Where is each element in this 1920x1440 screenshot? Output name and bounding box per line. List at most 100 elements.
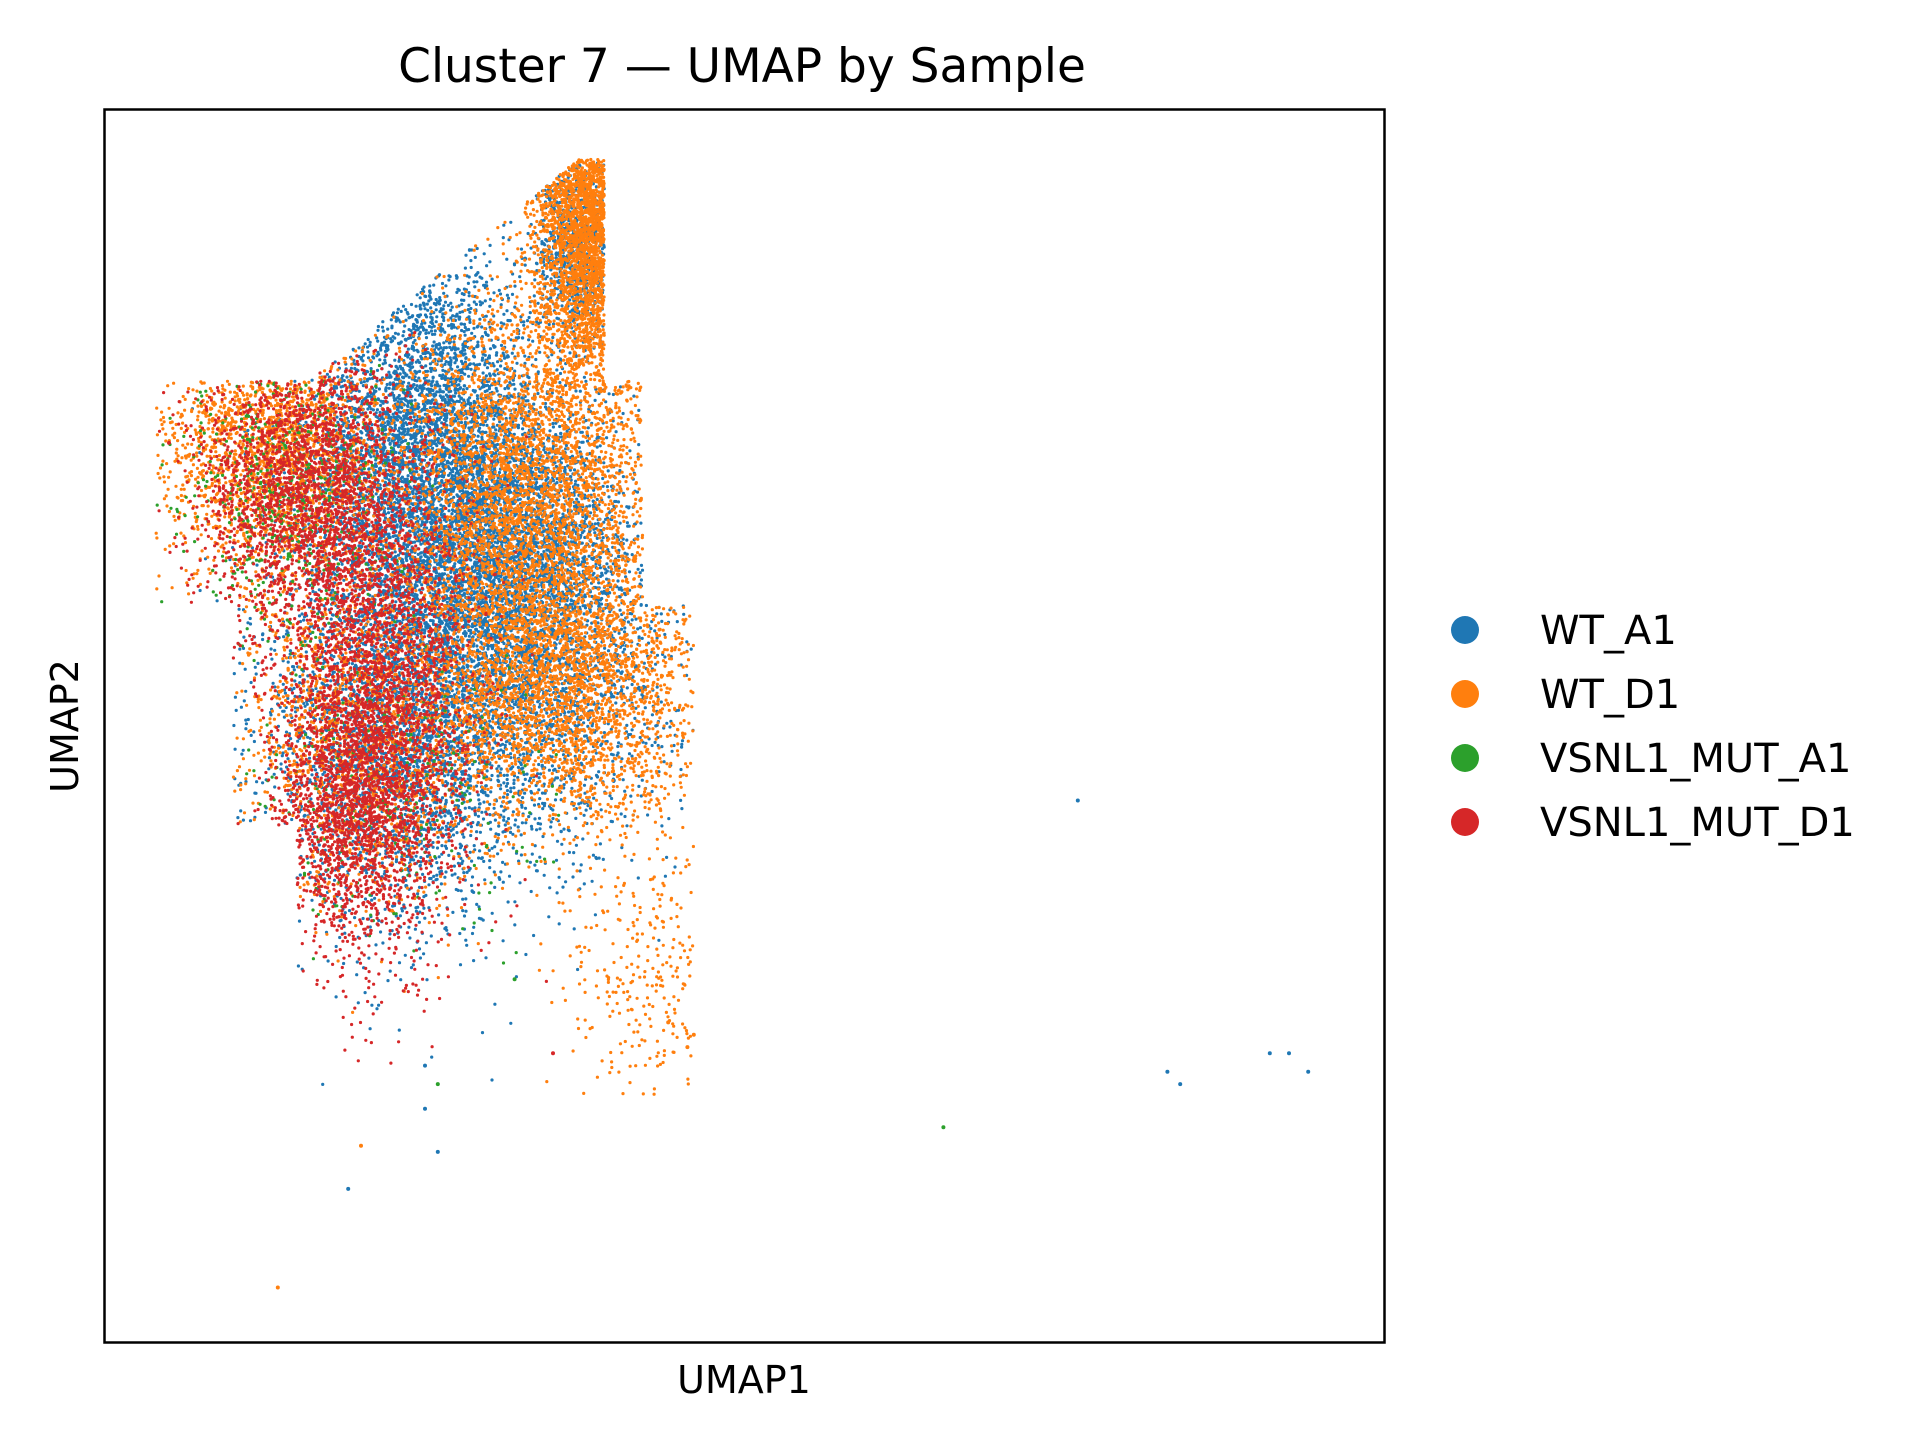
point — [416, 328, 420, 332]
point — [376, 339, 380, 343]
point — [383, 358, 387, 362]
point — [385, 382, 389, 387]
point — [483, 283, 487, 287]
point — [665, 721, 669, 725]
point — [406, 427, 410, 431]
point — [399, 477, 403, 481]
point — [433, 332, 437, 336]
point — [497, 470, 502, 475]
point — [432, 441, 436, 445]
point — [427, 331, 431, 335]
point — [310, 378, 314, 382]
point — [488, 243, 492, 247]
point — [515, 361, 519, 365]
point — [431, 388, 435, 393]
point — [415, 293, 419, 297]
point — [359, 381, 363, 385]
point — [427, 324, 432, 329]
point — [521, 427, 525, 431]
point — [238, 647, 242, 651]
point — [440, 390, 444, 394]
point — [403, 427, 407, 431]
point — [424, 294, 428, 299]
point — [443, 300, 448, 304]
point — [478, 317, 482, 321]
point — [393, 358, 397, 362]
point — [509, 338, 513, 342]
point — [336, 661, 340, 665]
point — [405, 373, 409, 377]
point — [539, 772, 543, 776]
point — [446, 303, 450, 307]
point — [506, 354, 510, 358]
point — [450, 305, 454, 309]
scatter-points — [154, 157, 1311, 1290]
point — [422, 425, 426, 429]
point — [638, 735, 642, 740]
point — [470, 478, 474, 482]
point — [484, 430, 488, 434]
point — [303, 639, 307, 644]
point — [491, 344, 496, 348]
point — [466, 308, 470, 312]
point — [384, 427, 388, 432]
point — [385, 458, 389, 462]
point — [441, 348, 445, 352]
point — [427, 501, 431, 505]
point — [372, 356, 376, 360]
point — [448, 356, 452, 360]
point — [512, 344, 516, 348]
point — [443, 330, 447, 334]
point — [486, 333, 490, 337]
point — [425, 978, 429, 982]
point — [513, 387, 517, 391]
point — [472, 280, 476, 284]
point — [460, 322, 464, 326]
point — [453, 562, 457, 566]
point — [486, 412, 490, 416]
point — [366, 407, 370, 411]
point — [452, 449, 456, 453]
point — [335, 393, 339, 397]
point — [485, 264, 489, 268]
point — [357, 389, 361, 393]
point — [376, 324, 380, 329]
point — [454, 314, 458, 318]
point — [455, 399, 459, 403]
point — [495, 351, 499, 355]
point — [418, 369, 422, 373]
point — [393, 550, 397, 554]
point — [412, 464, 416, 468]
point — [419, 354, 423, 359]
point — [368, 404, 372, 409]
point — [279, 555, 283, 559]
point — [476, 434, 480, 438]
point — [415, 348, 419, 352]
point — [505, 367, 509, 372]
point — [485, 478, 489, 482]
point — [551, 425, 556, 429]
point — [369, 455, 373, 459]
point — [443, 375, 447, 379]
point — [480, 358, 484, 362]
point — [391, 412, 395, 416]
point — [418, 304, 422, 308]
point — [555, 368, 559, 372]
point — [527, 338, 531, 342]
point — [435, 352, 439, 356]
point — [506, 296, 511, 300]
point — [424, 336, 429, 340]
point — [341, 374, 345, 378]
point — [439, 329, 443, 333]
point — [448, 455, 452, 459]
point — [407, 381, 411, 385]
point — [403, 439, 407, 443]
point — [483, 299, 487, 303]
point — [402, 330, 406, 334]
point — [481, 371, 485, 375]
point — [374, 492, 378, 496]
point — [429, 306, 433, 310]
point — [444, 346, 448, 350]
point — [410, 435, 415, 439]
point — [394, 364, 398, 368]
